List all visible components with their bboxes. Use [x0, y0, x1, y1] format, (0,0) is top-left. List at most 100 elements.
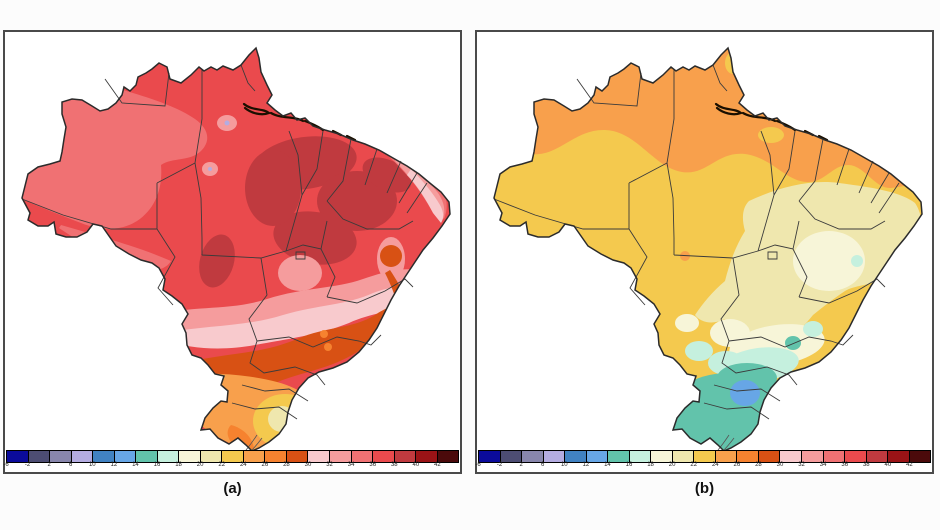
colorbar-segment: [351, 451, 374, 462]
colorbar-tick-label: 10: [88, 462, 96, 468]
colorbar-segment: [243, 451, 266, 462]
colorbar-tick-label: 42: [906, 462, 913, 468]
colorbar-tick-label: -2: [496, 462, 503, 468]
colorbar-tick-label: 16: [625, 462, 633, 468]
colorbar-track: [6, 450, 459, 463]
b-zone-24-26-ne-tip: [859, 140, 881, 158]
colorbar-segment: [479, 451, 501, 462]
colorbar-tick-label: 32: [798, 462, 805, 468]
colorbar-segment: [416, 451, 438, 462]
colorbar-segment: [394, 451, 417, 462]
colorbar-ticks: -6 -2 2 6 10 12 14 16 18 20 22 24 26 28 30 32 34 36 38 40 42: [475, 462, 931, 470]
colorbar-segment: [715, 451, 738, 462]
colorbar-track: [478, 450, 931, 463]
colorbar-segment: [286, 451, 309, 462]
colorbar-segment: [801, 451, 824, 462]
panel-b: -6 -2 2 6 10 12 14 16 18 20 22 24 26 28 30 32 34 36 38 40 42: [475, 30, 934, 474]
colorbar-segment: [694, 451, 716, 462]
colorbar-segment: [629, 451, 652, 462]
colorbar-tick-label: 18: [175, 462, 182, 468]
colorbar-tick-label: -6: [3, 462, 9, 468]
colorbar-segment: [888, 451, 910, 462]
colorbar-segment: [179, 451, 201, 462]
colorbar-tick-label: 10: [560, 462, 568, 468]
colorbar-tick-label: 34: [347, 462, 355, 468]
panel-b-caption: (b): [694, 480, 715, 497]
brazil-map-b: [493, 47, 923, 451]
colorbar-segment: [373, 451, 395, 462]
brazil-map-a: [21, 47, 451, 451]
colorbar-tick-label: 34: [819, 462, 827, 468]
colorbar-tick-label: 14: [604, 462, 611, 468]
panel-a: -6 -2 2 6 10 12 14 16 18 20 22 24 26 28 30 32 34 36 38 40 42: [3, 30, 462, 474]
colorbar-tick-label: 24: [239, 462, 247, 468]
colorbar-segment: [200, 451, 223, 462]
colorbar-tick-label: 14: [132, 462, 139, 468]
a-zone-32-34-spots: [202, 115, 237, 176]
a-zone-26-28-dots: [320, 330, 332, 351]
colorbar-tick-label: 30: [776, 462, 784, 468]
colorbar-segment: [565, 451, 587, 462]
colorbar-tick-label: 22: [218, 462, 226, 468]
colorbar-segment: [93, 451, 115, 462]
colorbar-segment: [7, 451, 29, 462]
colorbar-segment: [845, 451, 867, 462]
panel-a-caption: (a): [223, 480, 242, 497]
colorbar-tick-label: 26: [261, 462, 269, 468]
colorbar-segment: [308, 451, 330, 462]
colorbar-segment: [114, 451, 137, 462]
colorbar-segment: [500, 451, 523, 462]
colorbar-tick-label: 2: [47, 462, 51, 468]
a-zone-38-40-blobs: [199, 136, 412, 288]
colorbar-tick-label: 38: [390, 462, 398, 468]
colorbar-ticks: -6 -2 2 6 10 12 14 16 18 20 22 24 26 28 30 32 34 36 38 40 42: [3, 462, 459, 470]
colorbar-tick-label: 6: [541, 462, 545, 468]
colorbar-segment: [543, 451, 566, 462]
colorbar-segment: [586, 451, 609, 462]
colorbar-segment: [823, 451, 846, 462]
colorbar-segment: [608, 451, 630, 462]
colorbar-segment: [28, 451, 51, 462]
a-zone-30-32-ne-tip: [407, 169, 444, 223]
colorbar-tick-label: 12: [582, 462, 590, 468]
colorbar-tick-label: 28: [283, 462, 290, 468]
colorbar-tick-label: 36: [841, 462, 849, 468]
colorbar-segment: [136, 451, 158, 462]
colorbar-segment: [651, 451, 673, 462]
colorbar-segment: [672, 451, 695, 462]
colorbar-tick-label: 38: [862, 462, 870, 468]
colorbar-a: -6 -2 2 6 10 12 14 16 18 20 22 24 26 28 30 32 34 36 38 40 42: [3, 450, 459, 470]
colorbar-tick-label: -6: [475, 462, 481, 468]
colorbar-tick-label: 18: [647, 462, 654, 468]
colorbar-segment: [329, 451, 352, 462]
colorbar-segment: [157, 451, 180, 462]
colorbar-segment: [780, 451, 802, 462]
colorbar-tick-label: 30: [304, 462, 312, 468]
colorbar-tick-label: 22: [690, 462, 698, 468]
a-zone-20-22-core: [268, 406, 296, 432]
colorbar-tick-label: -2: [24, 462, 31, 468]
colorbar-tick-label: 16: [153, 462, 161, 468]
colorbar-segment: [71, 451, 94, 462]
colorbar-segment: [866, 451, 889, 462]
colorbar-tick-label: 40: [884, 462, 892, 468]
colorbar-segment: [437, 451, 459, 462]
colorbar-tick-label: 24: [711, 462, 719, 468]
colorbar-tick-label: 2: [519, 462, 523, 468]
colorbar-segment: [222, 451, 244, 462]
colorbar-tick-label: 20: [668, 462, 676, 468]
colorbar-segment: [265, 451, 287, 462]
colorbar-tick-label: 26: [733, 462, 741, 468]
b-zone-12-14-blob: [730, 380, 760, 406]
colorbar-b: -6 -2 2 6 10 12 14 16 18 20 22 24 26 28 30 32 34 36 38 40 42: [475, 450, 931, 470]
colorbar-tick-label: 12: [110, 462, 118, 468]
colorbar-segment: [522, 451, 544, 462]
colorbar-tick-label: 32: [326, 462, 333, 468]
colorbar-segment: [50, 451, 72, 462]
colorbar-tick-label: 28: [755, 462, 762, 468]
colorbar-tick-label: 6: [69, 462, 73, 468]
colorbar-tick-label: 42: [434, 462, 441, 468]
colorbar-tick-label: 20: [196, 462, 204, 468]
colorbar-tick-label: 40: [412, 462, 420, 468]
